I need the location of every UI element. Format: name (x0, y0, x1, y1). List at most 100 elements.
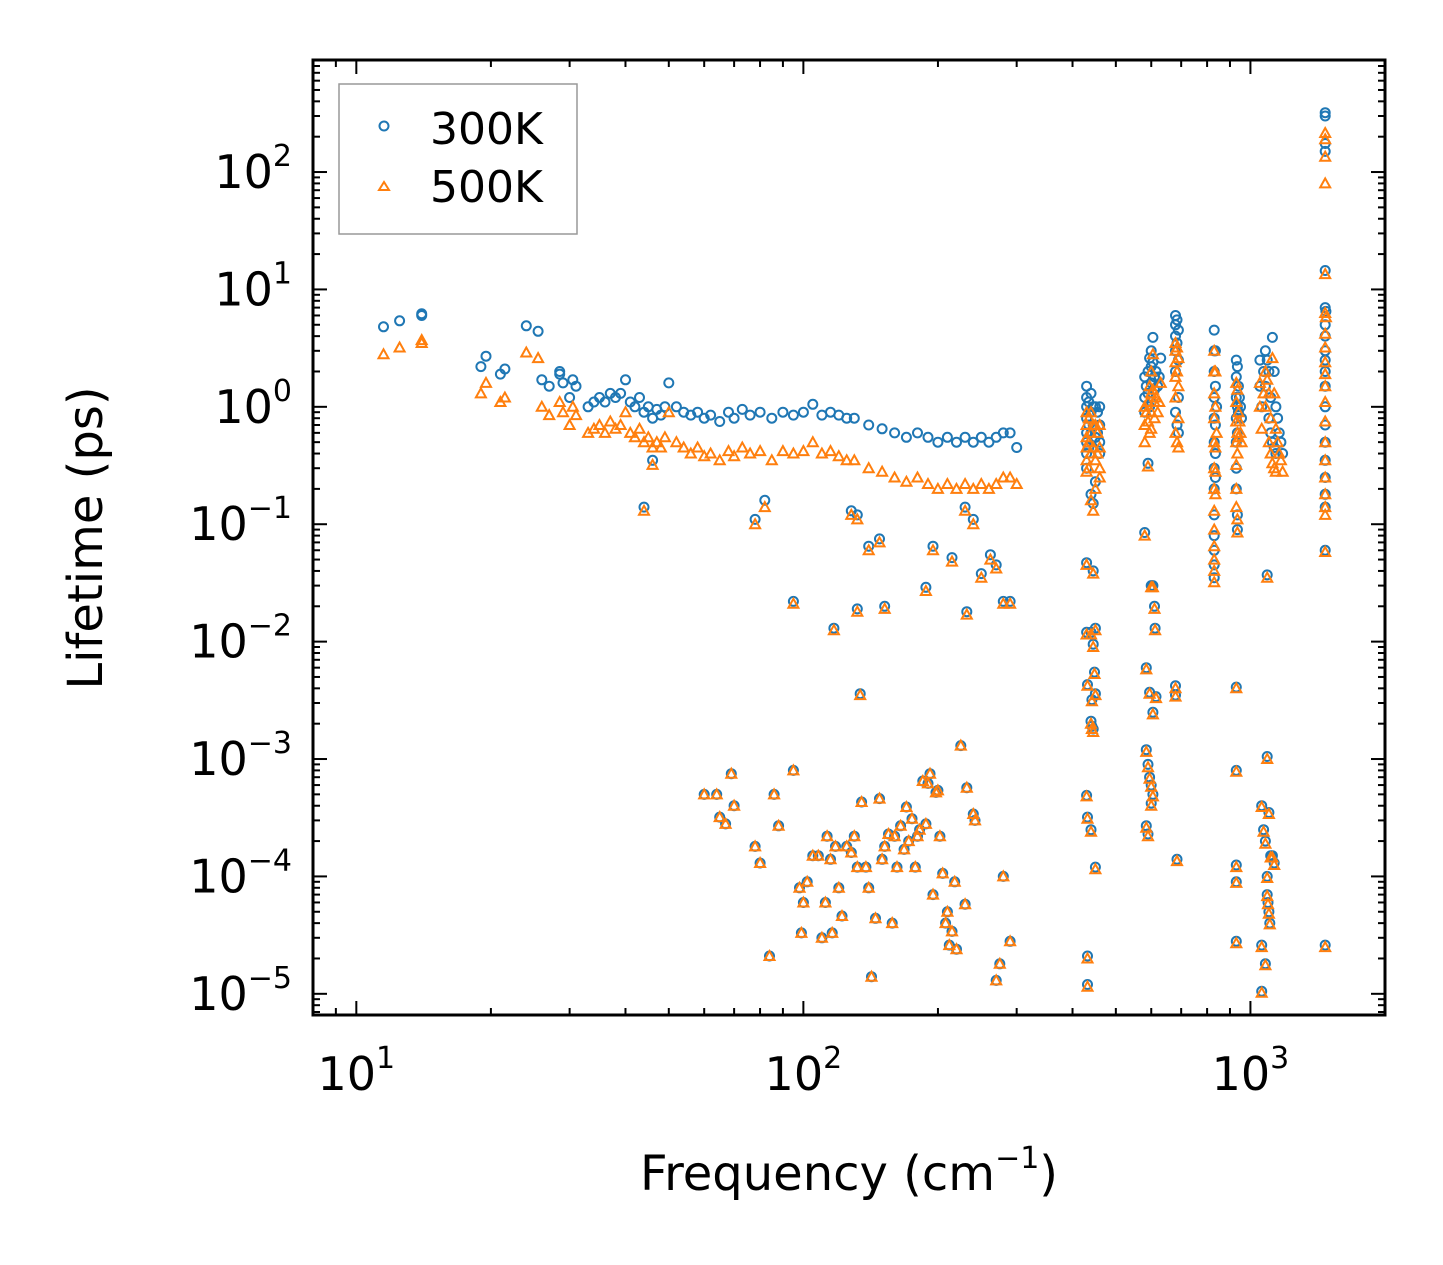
point-500k (827, 623, 841, 636)
point-500k (1207, 522, 1221, 535)
point-300k (1147, 331, 1159, 343)
point-500k (1079, 453, 1094, 466)
point-500k (641, 430, 655, 443)
point-500k (762, 948, 777, 961)
point-300k (1004, 427, 1016, 439)
point-500k (1319, 310, 1333, 323)
point-300k (564, 392, 576, 403)
point-500k (542, 408, 556, 421)
point-500k (862, 880, 876, 893)
point-500k (1141, 829, 1155, 842)
point-500k (748, 839, 762, 852)
point-300k (1145, 345, 1157, 357)
point-500k (1229, 860, 1243, 873)
point-500k (1139, 662, 1153, 675)
point-500k (1149, 691, 1163, 704)
point-500k (1084, 425, 1098, 438)
point-300k (1094, 401, 1106, 413)
y-tick-label-base: 10 (189, 497, 248, 551)
point-500k (815, 446, 829, 459)
point-500k (1230, 512, 1245, 525)
series-layer (376, 107, 1333, 998)
point-500k (786, 596, 801, 609)
point-500k (1318, 435, 1332, 448)
x-tick-label-exp: 2 (823, 1041, 842, 1076)
point-500k (1275, 464, 1290, 477)
point-500k (847, 453, 861, 466)
point-500k (786, 763, 801, 776)
y-tick-label: 10−2 (189, 609, 292, 669)
point-300k (959, 431, 971, 443)
point-500k (669, 435, 684, 448)
point-300k (620, 374, 631, 386)
point-300k (1270, 401, 1282, 413)
point-500k (628, 430, 642, 443)
point-500k (1318, 367, 1332, 380)
point-500k (910, 829, 925, 842)
point-500k (1260, 751, 1274, 764)
point-500k (949, 942, 964, 955)
point-500k (931, 783, 945, 796)
point-500k (1003, 934, 1017, 947)
point-300k (984, 549, 996, 561)
point-500k (710, 787, 724, 800)
point-300k (946, 552, 958, 564)
x-tick-label-base: 10 (1212, 1047, 1271, 1101)
point-500k (1080, 678, 1095, 691)
point-500k (796, 444, 811, 457)
point-300k (1268, 366, 1280, 377)
x-tick-label-base: 10 (318, 1047, 377, 1101)
point-500k (1232, 414, 1247, 427)
point-500k (1255, 985, 1269, 998)
point-300k (1319, 107, 1331, 119)
point-500k (713, 453, 727, 466)
point-500k (1208, 364, 1223, 377)
point-500k (1262, 806, 1276, 819)
point-300k (1170, 330, 1181, 342)
point-300k (759, 494, 771, 506)
point-500k (1003, 470, 1017, 483)
legend-frame (338, 83, 578, 235)
point-300k (1170, 319, 1181, 331)
point-500k (1229, 500, 1243, 513)
point-500k (1234, 435, 1249, 448)
point-300k (543, 380, 555, 392)
point-500k (993, 956, 1007, 969)
point-300k (754, 406, 766, 418)
x-tick-label: 102 (765, 1041, 843, 1101)
point-500k (771, 818, 786, 831)
point-500k (806, 435, 820, 448)
point-300k (997, 427, 1009, 439)
point-500k (1263, 917, 1277, 930)
point-500k (844, 845, 858, 858)
point-500k (899, 474, 914, 487)
point-500k (899, 799, 914, 812)
point-500k (875, 464, 889, 477)
point-500k (868, 911, 883, 924)
point-500k (654, 440, 668, 453)
point-500k (1208, 464, 1223, 477)
point-300k (959, 501, 971, 513)
point-500k (1084, 405, 1098, 418)
point-500k (1093, 470, 1107, 483)
point-500k (1208, 487, 1223, 500)
point-500k (1258, 364, 1273, 377)
point-500k (1147, 411, 1162, 424)
point-300k (797, 406, 809, 418)
point-300k (766, 412, 778, 424)
point-300k (1320, 305, 1332, 317)
y-tick-label: 10−3 (189, 726, 292, 786)
point-500k (958, 503, 972, 516)
point-500k (1256, 824, 1271, 837)
point-500k (1318, 470, 1332, 483)
x-tick-label: 101 (318, 1041, 396, 1101)
point-500k (954, 738, 968, 751)
point-500k (1207, 343, 1221, 356)
point-500k (1146, 580, 1160, 593)
point-500k (519, 345, 533, 358)
point-300k (941, 431, 953, 443)
point-300k (990, 559, 1002, 571)
point-500k (1229, 481, 1243, 494)
x-tick-label-exp: 1 (376, 1041, 395, 1076)
point-500k (415, 335, 429, 348)
